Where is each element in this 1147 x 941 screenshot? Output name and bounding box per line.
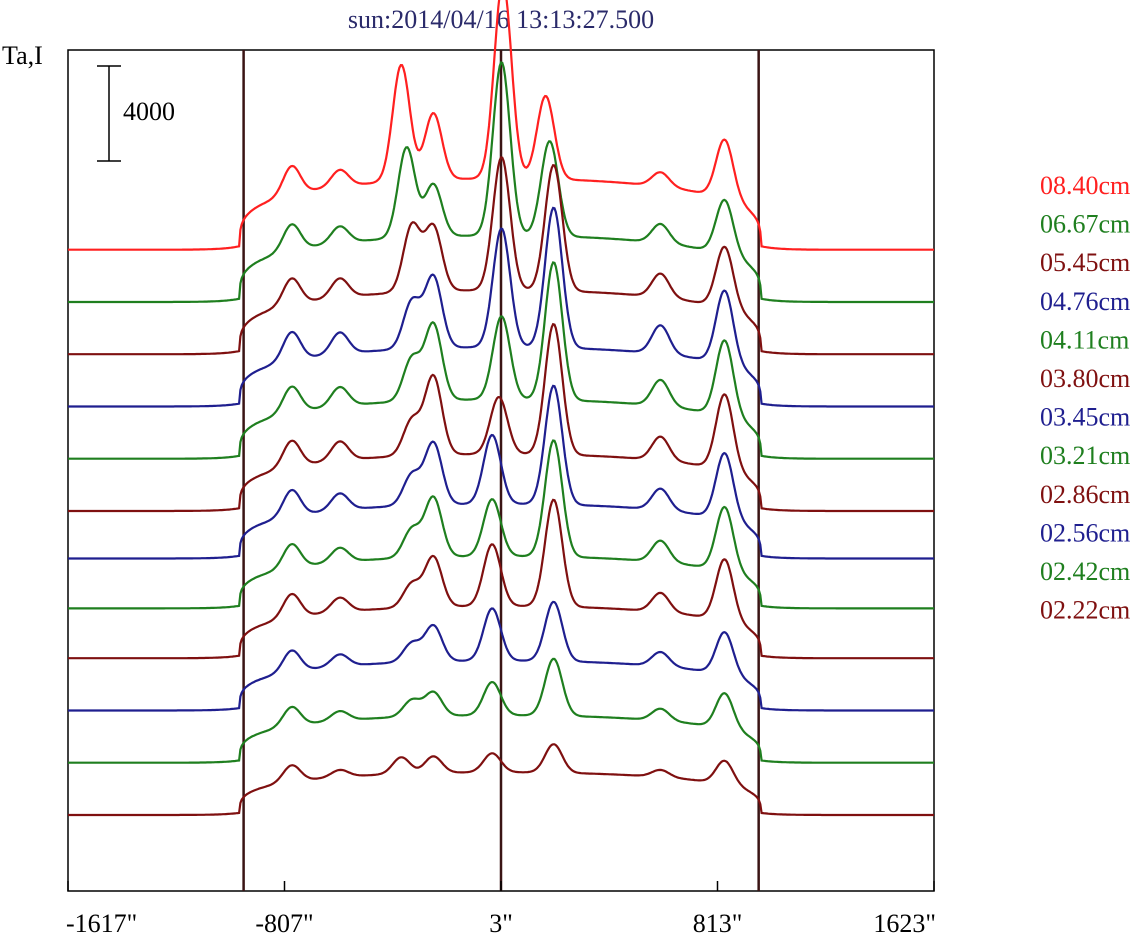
vertical-reference-lines (242, 50, 760, 891)
legend-entry-5: 03.80cm (1040, 364, 1130, 393)
series-line-1 (68, 61, 934, 304)
legend-entry-9: 02.56cm (1040, 518, 1130, 547)
x-tick-label-4: 1623" (873, 909, 936, 938)
series-line-2 (68, 156, 934, 356)
x-tick-label-0: -1617" (66, 909, 137, 938)
scale-bar-label: 4000 (123, 97, 175, 126)
x-tick-labels: -1617" -807" 3" 813" 1623" (66, 881, 936, 938)
legend-entry-2: 05.45cm (1040, 248, 1130, 277)
legend-entry-1: 06.67cm (1040, 210, 1130, 239)
legend-entry-0: 08.40cm (1040, 171, 1130, 200)
series-line-8 (68, 498, 934, 660)
series-line-3 (68, 206, 934, 408)
legend: 08.40cm 06.67cm 05.45cm 04.76cm 04.11cm 03.80… (1040, 171, 1130, 625)
legend-entry-8: 02.86cm (1040, 480, 1130, 509)
legend-entry-7: 03.21cm (1040, 441, 1130, 470)
legend-entry-4: 04.11cm (1040, 325, 1129, 354)
legend-entry-10: 02.42cm (1040, 557, 1130, 586)
x-tick-label-1: -807" (255, 909, 313, 938)
series-group (68, 0, 934, 817)
chart-title: sun:2014/04/16 13:13:27.500 (348, 5, 654, 34)
series-line-11 (68, 743, 934, 817)
legend-entry-11: 02.22cm (1040, 596, 1130, 625)
series-line-10 (68, 657, 934, 764)
series-line-0 (68, 0, 934, 251)
y-axis-label: Ta,I (2, 41, 43, 70)
series-line-5 (68, 322, 934, 513)
series-line-9 (68, 600, 934, 712)
scale-bar: 4000 (97, 65, 175, 162)
series-line-7 (68, 439, 934, 610)
legend-entry-3: 04.76cm (1040, 287, 1130, 316)
x-tick-label-3: 813" (693, 909, 743, 938)
x-tick-label-2: 3" (489, 909, 513, 938)
series-line-4 (68, 261, 934, 460)
series-line-6 (68, 384, 934, 560)
legend-entry-6: 03.45cm (1040, 403, 1130, 432)
